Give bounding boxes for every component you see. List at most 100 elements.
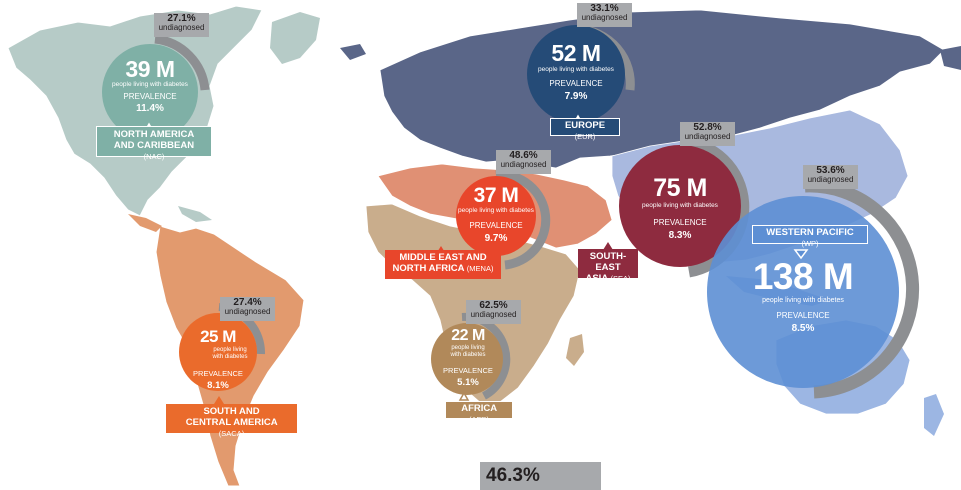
iceland-landmass — [340, 44, 366, 60]
saca-count: 25 M — [200, 327, 236, 346]
saca-undiagnosed-box: 27.4% undiagnosed — [220, 297, 275, 321]
wp-count-caption: people living with diabetes — [762, 297, 844, 304]
japan-landmass — [878, 146, 896, 180]
nac-region-name-2: AND CARIBBEAN — [113, 139, 195, 151]
saca-region-name-2: CENTRAL AMERICA — [185, 416, 278, 428]
afr-label-pointer — [458, 391, 470, 401]
nac-undiagnosed-word: undiagnosed — [158, 23, 205, 33]
wp-undiagnosed-word: undiagnosed — [807, 175, 854, 185]
saca-count-caption-1: people living — [213, 347, 247, 353]
mena-region-name-1: MIDDLE EAST AND — [399, 252, 487, 263]
saca-region-name-1: SOUTH AND — [203, 406, 260, 417]
nac-count: 39 M — [125, 56, 175, 82]
wp-undiagnosed-box: 53.6% undiagnosed — [803, 165, 858, 189]
mena-region-code: (MENA) — [466, 263, 494, 273]
afr-bubble — [431, 323, 503, 395]
sea-label-pointer — [603, 242, 613, 250]
mena-undiagnosed-ring — [495, 170, 551, 270]
greenland-landmass — [270, 12, 320, 64]
afr-undiagnosed-box: 62.5% undiagnosed — [466, 300, 521, 324]
eur-undiagnosed-word: undiagnosed — [581, 13, 628, 23]
mena-prevalence-value: 9.7% — [484, 233, 508, 244]
sea-bubble — [619, 145, 741, 267]
sea-region-label: SOUTH- EAST ASIA (SEA) — [578, 249, 638, 284]
wp-bubble — [707, 196, 899, 388]
afr-region-label: AFRICA (AFR) — [445, 401, 513, 424]
mena-undiagnosed-word: undiagnosed — [500, 160, 547, 170]
eur-region-name: EUROPE — [564, 120, 606, 131]
nac-prevalence-value: 11.4% — [136, 103, 164, 114]
sea-undiagnosed-box: 52.8% undiagnosed — [680, 122, 735, 146]
eur-region-code: (EUR) — [574, 131, 596, 141]
saca-region-label: SOUTH AND CENTRAL AMERICA (SACA) — [166, 404, 297, 438]
nac-region-label: NORTH AMERICA AND CARIBBEAN (NAC) — [96, 126, 212, 161]
sea-region-code: (SEA) — [610, 273, 631, 283]
central-america-landmass — [128, 214, 162, 232]
sea-undiagnosed-value: 52.8% — [693, 122, 722, 133]
mena-region-label: MIDDLE EAST AND NORTH AFRICA (MENA) — [385, 250, 501, 279]
saca-count-caption-2: with diabetes — [212, 354, 248, 360]
saca-undiagnosed-word: undiagnosed — [224, 307, 271, 317]
sea-undiagnosed-word: undiagnosed — [684, 132, 731, 142]
saca-undiagnosed-value: 27.4% — [233, 297, 262, 308]
saca-label-pointer — [214, 396, 224, 404]
nac-undiagnosed-ring — [154, 34, 210, 91]
saca-prevalence-label: PREVALENCE — [193, 369, 243, 378]
global-undiagnosed-box: 46.3% — [480, 462, 601, 490]
wp-undiagnosed-value: 53.6% — [816, 165, 845, 176]
nac-undiagnosed-value: 27.1% — [167, 13, 196, 24]
eur-undiagnosed-box: 33.1% undiagnosed — [577, 3, 632, 27]
afr-undiagnosed-word: undiagnosed — [470, 310, 517, 320]
mena-bubble — [456, 176, 536, 256]
europe-landmass — [379, 9, 945, 169]
wp-region-label: WESTERN PACIFIC (WP) — [752, 225, 868, 248]
mena-region-name-2: NORTH AFRICA — [392, 262, 465, 274]
mena-prevalence-label: PREVALENCE — [469, 221, 523, 230]
afr-prevalence-value: 5.1% — [457, 377, 479, 388]
madagascar-landmass — [566, 334, 584, 366]
alaska-peninsula-landmass — [940, 46, 961, 70]
saca-region-code: (SACA) — [218, 428, 245, 438]
afr-count-caption-2: with diabetes — [450, 352, 486, 358]
eur-prevalence-value: 7.9% — [564, 91, 588, 102]
nac-bubble — [102, 44, 198, 140]
sea-region-name-1: SOUTH- — [589, 251, 627, 262]
saca-prevalence-value: 8.1% — [207, 380, 229, 391]
afr-region-code: (AFR) — [469, 414, 489, 424]
eur-undiagnosed-value: 33.1% — [590, 3, 619, 14]
afr-undiagnosed-value: 62.5% — [479, 300, 508, 311]
eur-count: 52 M — [551, 40, 601, 66]
wp-region-name: WESTERN PACIFIC — [766, 227, 854, 238]
mena-count: 37 M — [473, 184, 519, 207]
wp-count: 138 M — [752, 256, 854, 297]
afr-count-caption-1: people living — [451, 345, 485, 351]
sea-region-name-2: EAST ASIA — [585, 261, 621, 284]
mena-undiagnosed-value: 48.6% — [509, 150, 538, 161]
saca-bubble — [179, 313, 257, 391]
nac-prevalence-label: PREVALENCE — [123, 92, 177, 101]
afr-count: 22 M — [451, 327, 485, 344]
afr-region-name: AFRICA — [461, 403, 497, 414]
sea-count: 75 M — [653, 174, 707, 202]
nac-region-name-1: NORTH AMERICA — [113, 129, 195, 140]
nac-count-caption: people living with diabetes — [112, 81, 188, 88]
new-zealand-landmass — [924, 394, 944, 436]
sea-prevalence-value: 8.3% — [668, 230, 692, 241]
wp-prevalence-label: PREVALENCE — [776, 311, 830, 320]
eur-region-label: EUROPE (EUR) — [550, 118, 620, 141]
mena-count-caption: people living with diabetes — [458, 207, 534, 214]
sea-prevalence-label: PREVALENCE — [653, 218, 707, 227]
eur-prevalence-label: PREVALENCE — [549, 79, 603, 88]
mena-undiagnosed-box: 48.6% undiagnosed — [496, 150, 551, 174]
nac-region-code: (NAC) — [143, 151, 165, 161]
sea-count-caption: people living with diabetes — [642, 202, 718, 209]
wp-prevalence-value: 8.5% — [791, 323, 815, 334]
afr-prevalence-label: PREVALENCE — [443, 366, 493, 375]
wp-region-code: (WP) — [801, 238, 819, 248]
nac-undiagnosed-box: 27.1% undiagnosed — [154, 13, 209, 37]
eur-bubble — [527, 25, 625, 123]
eur-count-caption: people living with diabetes — [538, 66, 614, 73]
caribbean-landmass — [178, 206, 212, 222]
wp-undiagnosed-ring — [804, 179, 920, 399]
